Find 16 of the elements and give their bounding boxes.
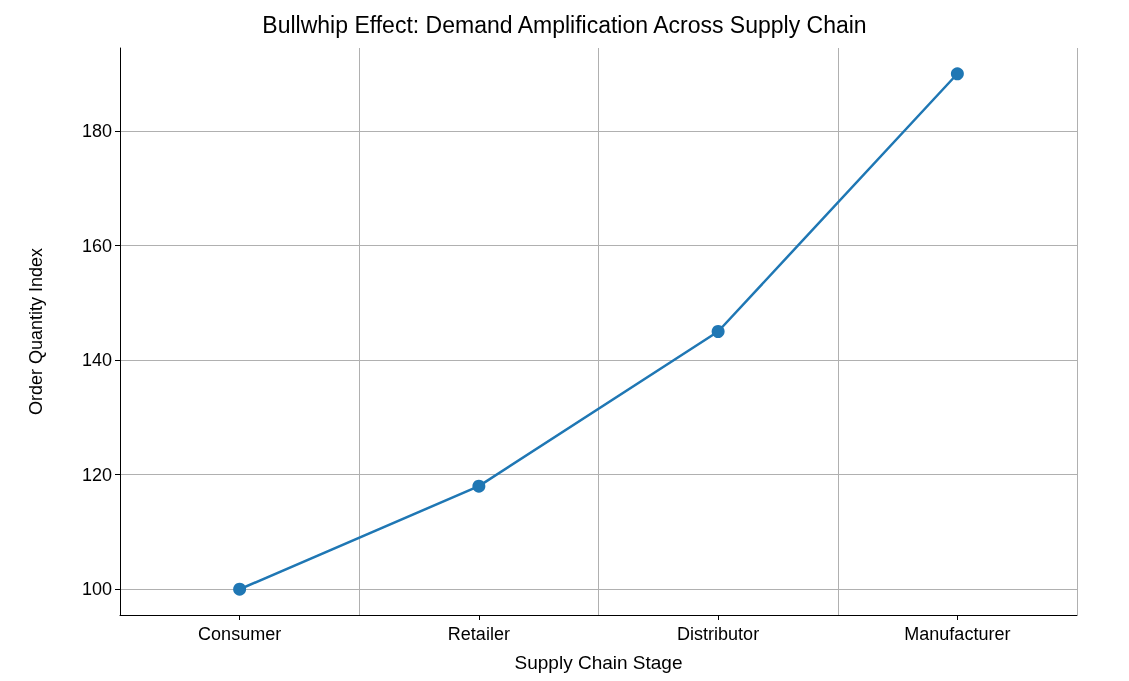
y-tick-label: 180: [81, 121, 112, 142]
point: [711, 325, 725, 338]
x-axis-title: Supply Chain Stage: [514, 652, 683, 673]
x-tick-label: Manufacturer: [904, 624, 1011, 644]
x-tick-label: Distributor: [677, 624, 760, 644]
chart-title: Bullwhip Effect: Demand Amplification Across Supply Chain: [262, 11, 867, 38]
y-tick-label: 160: [81, 235, 112, 256]
x-tick-label: Retailer: [447, 624, 510, 644]
x-tick-label: Consumer: [198, 624, 282, 644]
point: [472, 479, 486, 493]
y-tick-label: 140: [81, 350, 112, 371]
y-tick-label: 100: [81, 579, 112, 600]
y-axis-title: Order Quantity Index: [26, 247, 46, 416]
point: [950, 67, 964, 81]
y-tick-label: 120: [81, 464, 112, 485]
point: [233, 582, 247, 596]
